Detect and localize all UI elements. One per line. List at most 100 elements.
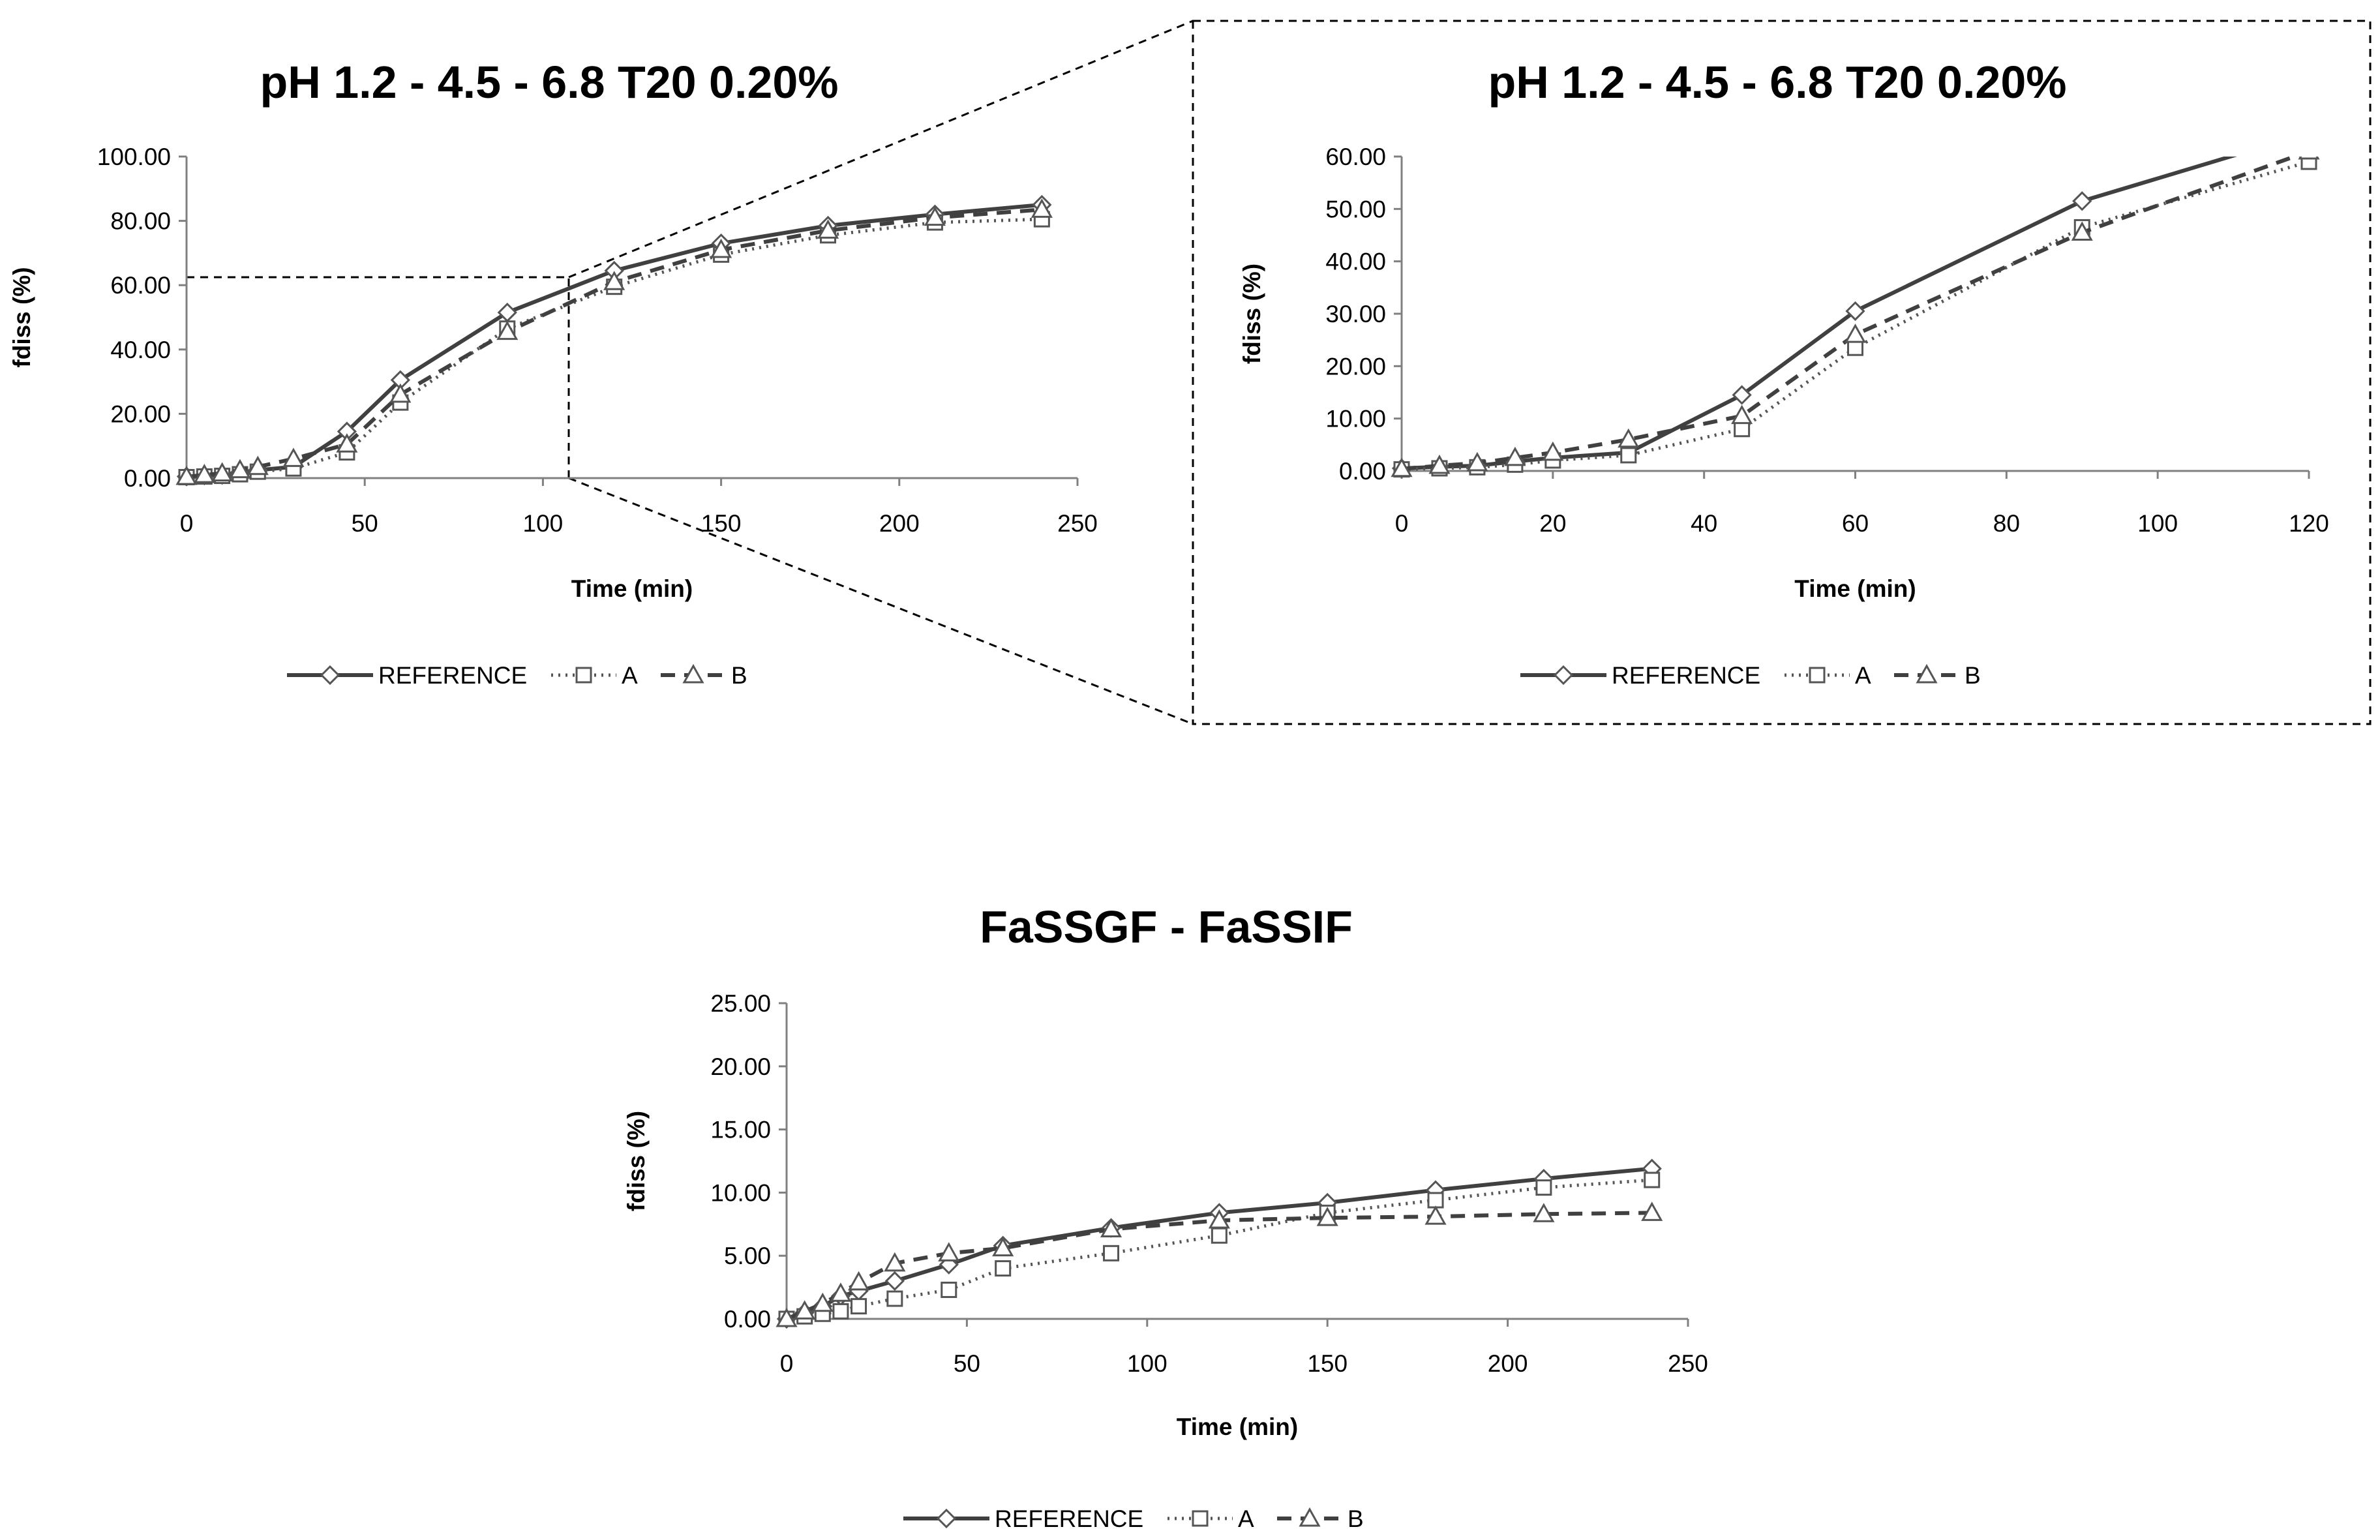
legend-item-b: B xyxy=(661,662,747,689)
data-point xyxy=(1644,1171,1661,1188)
data-point xyxy=(1542,441,1564,461)
x-tick-label: 50 xyxy=(352,510,378,537)
x-tick-label: 0 xyxy=(780,1350,794,1377)
y-tick-label: 25.00 xyxy=(710,990,771,1017)
series-line xyxy=(1401,157,2238,470)
y-tick-label: 5.00 xyxy=(724,1243,771,1269)
data-point xyxy=(193,464,215,483)
zoomed-chart-frame xyxy=(1192,20,2372,725)
y-axis-title: fdiss (%) xyxy=(623,1111,650,1211)
legend-item-a: A xyxy=(1167,1505,1254,1532)
series-line xyxy=(186,202,1042,479)
legend-marker xyxy=(1299,1507,1321,1527)
data-point xyxy=(1845,301,1865,322)
data-point xyxy=(941,1281,957,1298)
legend-marker xyxy=(320,665,340,686)
legend-label: REFERENCE xyxy=(995,1505,1143,1532)
data-point xyxy=(817,219,839,239)
y-tick-label: 10.00 xyxy=(1325,406,1386,432)
y-tick-label: 20.00 xyxy=(710,1053,771,1080)
legend-item-reference: REFERENCE xyxy=(903,1505,1143,1532)
data-point xyxy=(851,1298,867,1315)
legend-item-b: B xyxy=(1894,662,1981,689)
legend-label: B xyxy=(731,662,747,689)
data-point xyxy=(924,206,946,226)
legend-label: A xyxy=(1855,662,1871,689)
data-point xyxy=(211,462,233,482)
series-b xyxy=(1391,157,2320,477)
y-tick-label: 40.00 xyxy=(110,337,171,363)
zoom-connector-bottom xyxy=(568,477,1194,725)
y-tick-label: 0.00 xyxy=(124,465,171,492)
plot-area xyxy=(1391,157,2320,479)
data-point xyxy=(886,1290,903,1307)
x-axis-title: Time (min) xyxy=(571,575,693,602)
data-point xyxy=(1844,324,1867,343)
plot-area xyxy=(175,194,1053,487)
data-point xyxy=(2298,157,2320,160)
x-tick-label: 100 xyxy=(523,510,564,537)
x-tick-label: 50 xyxy=(954,1350,980,1377)
legend: REFERENCE A B xyxy=(1520,662,1981,689)
x-tick-label: 150 xyxy=(1307,1350,1348,1377)
data-point xyxy=(992,1237,1014,1257)
legend-label: REFERENCE xyxy=(1612,662,1760,689)
data-point xyxy=(1731,404,1753,425)
data-point xyxy=(1211,1227,1228,1244)
data-point xyxy=(1427,1192,1444,1209)
data-point xyxy=(1208,1209,1230,1229)
data-point xyxy=(938,1242,960,1261)
data-point xyxy=(776,1307,798,1327)
data-point xyxy=(995,1260,1012,1277)
y-axis-title: fdiss (%) xyxy=(1239,264,1265,364)
data-point xyxy=(1533,1203,1555,1222)
x-tick-label: 100 xyxy=(1127,1350,1167,1377)
x-tick-label: 120 xyxy=(2289,510,2329,537)
data-point xyxy=(1641,1201,1663,1221)
legend-marker xyxy=(936,1508,957,1529)
data-point xyxy=(1103,1245,1120,1261)
x-tick-label: 20 xyxy=(1539,510,1566,537)
legend-item-b: B xyxy=(1277,1505,1364,1532)
chart-fassgf-fassif: FaSSGF - FaSSIF 0.00 5.00 10.00 15.00 20.00 25… xyxy=(623,901,1708,1532)
data-point xyxy=(2300,157,2317,170)
series-reference xyxy=(1391,157,2238,479)
x-tick-label: 100 xyxy=(2137,510,2178,537)
series-b xyxy=(776,1201,1663,1327)
data-point xyxy=(832,1303,849,1320)
data-point xyxy=(247,455,269,476)
legend-item-reference: REFERENCE xyxy=(1520,662,1760,689)
series-line xyxy=(786,1178,1652,1321)
y-tick-label: 80.00 xyxy=(110,208,171,235)
y-tick-label: 40.00 xyxy=(1325,249,1386,275)
legend-marker xyxy=(1553,665,1574,686)
chart-title: pH 1.2 - 4.5 - 6.8 T20 0.20% xyxy=(1488,57,2066,108)
data-point xyxy=(1618,428,1640,448)
series-line xyxy=(186,207,1042,479)
legend-item-a: A xyxy=(1785,662,1871,689)
x-tick-label: 150 xyxy=(701,510,742,537)
y-tick-label: 10.00 xyxy=(710,1179,771,1206)
legend: REFERENCE A B xyxy=(903,1505,1364,1532)
y-tick-label: 60.00 xyxy=(1325,143,1386,170)
x-axis-title: Time (min) xyxy=(1177,1413,1298,1440)
y-tick-label: 20.00 xyxy=(110,400,171,427)
x-tick-label: 0 xyxy=(180,510,194,537)
chart-ph-full: pH 1.2 - 4.5 - 6.8 T20 0.20% 0.00 20.00 40.… xyxy=(8,57,1098,689)
x-axis-title: Time (min) xyxy=(1794,575,1916,602)
legend-item-a: A xyxy=(551,662,638,689)
legend-marker xyxy=(682,663,704,684)
legend-marker xyxy=(1809,667,1826,684)
data-point xyxy=(884,1252,906,1272)
series-line xyxy=(186,217,1042,479)
data-point xyxy=(2072,191,2092,211)
series-a xyxy=(778,1171,1661,1327)
plot-area xyxy=(776,1158,1663,1329)
chart-ph-zoomed: pH 1.2 - 4.5 - 6.8 T20 0.20% 0.00 10.00 20.… xyxy=(1239,57,2329,689)
data-point xyxy=(175,465,198,485)
data-point xyxy=(1732,385,1752,405)
y-tick-label: 0.00 xyxy=(724,1306,771,1333)
data-point xyxy=(1428,454,1451,474)
y-tick-label: 20.00 xyxy=(1325,353,1386,380)
x-tick-label: 250 xyxy=(1057,510,1098,537)
